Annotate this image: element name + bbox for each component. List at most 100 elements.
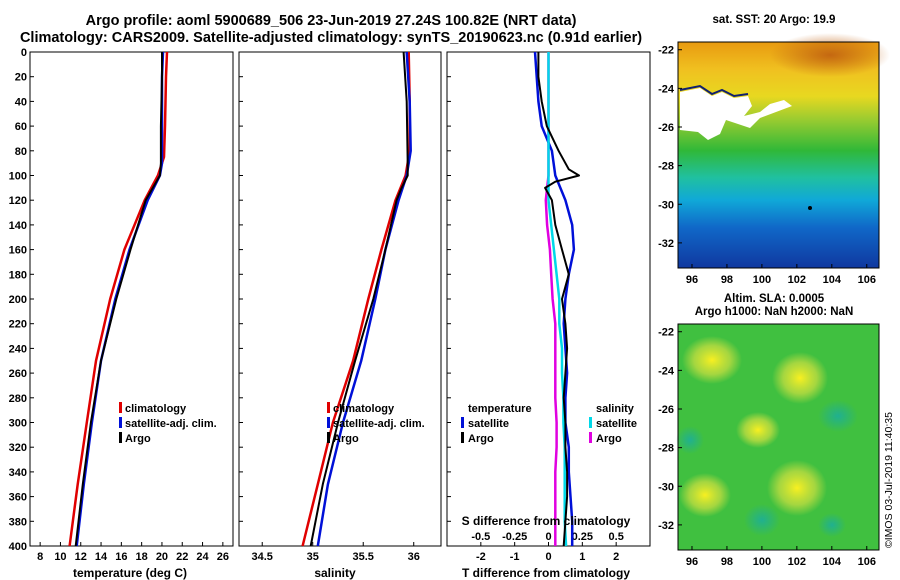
legend-swatch-argo	[119, 432, 122, 443]
temperature-tick-label: 12	[75, 551, 87, 563]
temperature-tick-label: 26	[217, 551, 229, 563]
salinity-tick-label: 34.5	[252, 551, 273, 563]
sla-low-3	[818, 513, 846, 537]
longitude-tick-label: 96	[686, 274, 698, 286]
longitude-tick-label: 104	[823, 556, 842, 568]
depth-tick-label: 160	[9, 245, 27, 257]
sla-high-3	[679, 473, 731, 517]
t-difference-tick-label: 0	[545, 551, 551, 563]
depth-tick-label: 40	[15, 96, 27, 108]
sla-map-frame	[677, 323, 880, 551]
depth-tick-label: 320	[9, 442, 27, 454]
legend-climatology: climatology	[333, 403, 395, 415]
depth-tick-label: 400	[9, 541, 27, 553]
temperature-satellite-line	[75, 51, 165, 547]
temperature-tick-label: 8	[37, 551, 43, 563]
sla-map	[676, 323, 880, 551]
longitude-tick-label: 102	[788, 556, 806, 568]
salinity-climatology-line	[301, 51, 411, 547]
longitude-tick-label: 96	[686, 556, 698, 568]
depth-tick-label: 120	[9, 195, 27, 207]
longitude-tick-label: 106	[858, 274, 876, 286]
depth-tick-label: 260	[9, 368, 27, 380]
s-difference-tick-label: -0.5	[471, 531, 490, 543]
latitude-tick-label: -30	[658, 481, 674, 493]
legend-satellite-adj-clim: satellite-adj. clim.	[333, 418, 425, 430]
sla-low-2	[744, 504, 780, 536]
legend-salinity-heading: salinity	[596, 403, 635, 415]
latitude-tick-label: -32	[658, 520, 674, 532]
legend-swatch-t-argo	[461, 432, 464, 443]
sla-low-4	[676, 426, 704, 454]
t-difference-tick-label: -1	[510, 551, 520, 563]
legend-s-argo: Argo	[596, 433, 622, 445]
sla-map-title-2: Argo h1000: NaN h2000: NaN	[694, 306, 854, 318]
depth-tick-label: 0	[21, 47, 27, 59]
legend-satellite-adj-clim: satellite-adj. clim.	[125, 418, 217, 430]
legend-swatch-climatology	[327, 402, 330, 413]
salinity-tick-label: 36	[408, 551, 420, 563]
sst-map-title: sat. SST: 20 Argo: 19.9	[712, 14, 836, 26]
temperature-tick-label: 10	[54, 551, 66, 563]
difference-legend: temperature satellite Argo salinity sate…	[461, 403, 637, 445]
latitude-tick-label: -26	[658, 122, 674, 134]
latitude-tick-label: -32	[658, 238, 674, 250]
argo-location-marker	[808, 206, 812, 210]
sla-high-1	[682, 336, 742, 384]
s-difference-axis-label: S difference from climatology	[462, 514, 631, 528]
sst-map-frame	[677, 41, 880, 269]
title-line-1: Argo profile: aoml 5900689_506 23-Jun-20…	[85, 13, 577, 29]
depth-tick-label: 240	[9, 343, 27, 355]
legend-argo: Argo	[125, 433, 151, 445]
temperature-tick-label: 14	[95, 551, 108, 563]
legend-temperature-heading: temperature	[468, 403, 532, 415]
salinity-legend: climatology satellite-adj. clim. Argo	[327, 402, 425, 445]
t-difference-tick-label: 1	[579, 551, 585, 563]
legend-swatch-climatology	[119, 402, 122, 413]
legend-swatch-s-argo	[589, 432, 592, 443]
t-difference-satellite-line	[533, 51, 576, 546]
temperature-tick-label: 18	[136, 551, 148, 563]
legend-swatch-s-satellite	[589, 417, 592, 428]
depth-tick-label: 360	[9, 492, 27, 504]
s-difference-satellite-line	[547, 52, 568, 547]
depth-tick-label: 20	[15, 72, 27, 84]
depth-tick-label: 300	[9, 418, 27, 430]
t-difference-tick-label: 2	[613, 551, 619, 563]
depth-tick-label: 380	[9, 516, 27, 528]
legend-climatology: climatology	[125, 403, 187, 415]
temperature-axis-label: temperature (deg C)	[73, 566, 187, 580]
salinity-tick-label: 35	[307, 551, 319, 563]
sst-cloud-edge	[679, 84, 749, 98]
latitude-tick-label: -24	[658, 83, 675, 95]
temperature-tick-label: 20	[156, 551, 168, 563]
depth-tick-label: 220	[9, 319, 27, 331]
longitude-tick-label: 100	[753, 274, 771, 286]
latitude-tick-label: -26	[658, 404, 674, 416]
latitude-tick-label: -28	[658, 161, 674, 173]
legend-s-satellite: satellite	[596, 418, 637, 430]
longitude-tick-label: 104	[823, 274, 842, 286]
longitude-tick-label: 102	[788, 274, 806, 286]
s-difference-tick-label: 0.5	[609, 531, 624, 543]
s-difference-tick-label: -0.25	[502, 531, 527, 543]
latitude-tick-label: -28	[658, 443, 674, 455]
longitude-tick-label: 106	[858, 556, 876, 568]
sla-map-title-1: Altim. SLA: 0.0005	[723, 293, 825, 305]
latitude-tick-label: -30	[658, 199, 674, 211]
salinity-satellite-line	[316, 51, 412, 547]
latitude-tick-label: -24	[658, 365, 675, 377]
temperature-tick-label: 22	[176, 551, 188, 563]
depth-axis: 0 20 40 60 80 100 120 140 160 180 200 220 240 260 280 3…	[9, 47, 451, 553]
legend-swatch-argo	[327, 432, 330, 443]
latitude-tick-label: -22	[658, 45, 674, 57]
temperature-legend: climatology satellite-adj. clim. Argo	[119, 402, 217, 445]
depth-tick-label: 180	[9, 269, 27, 281]
sla-low-1	[818, 400, 858, 432]
sst-map-field	[678, 42, 879, 268]
depth-tick-label: 200	[9, 294, 27, 306]
temperature-panel	[29, 51, 234, 547]
legend-t-satellite: satellite	[468, 418, 509, 430]
salinity-tick-label: 35.5	[353, 551, 374, 563]
